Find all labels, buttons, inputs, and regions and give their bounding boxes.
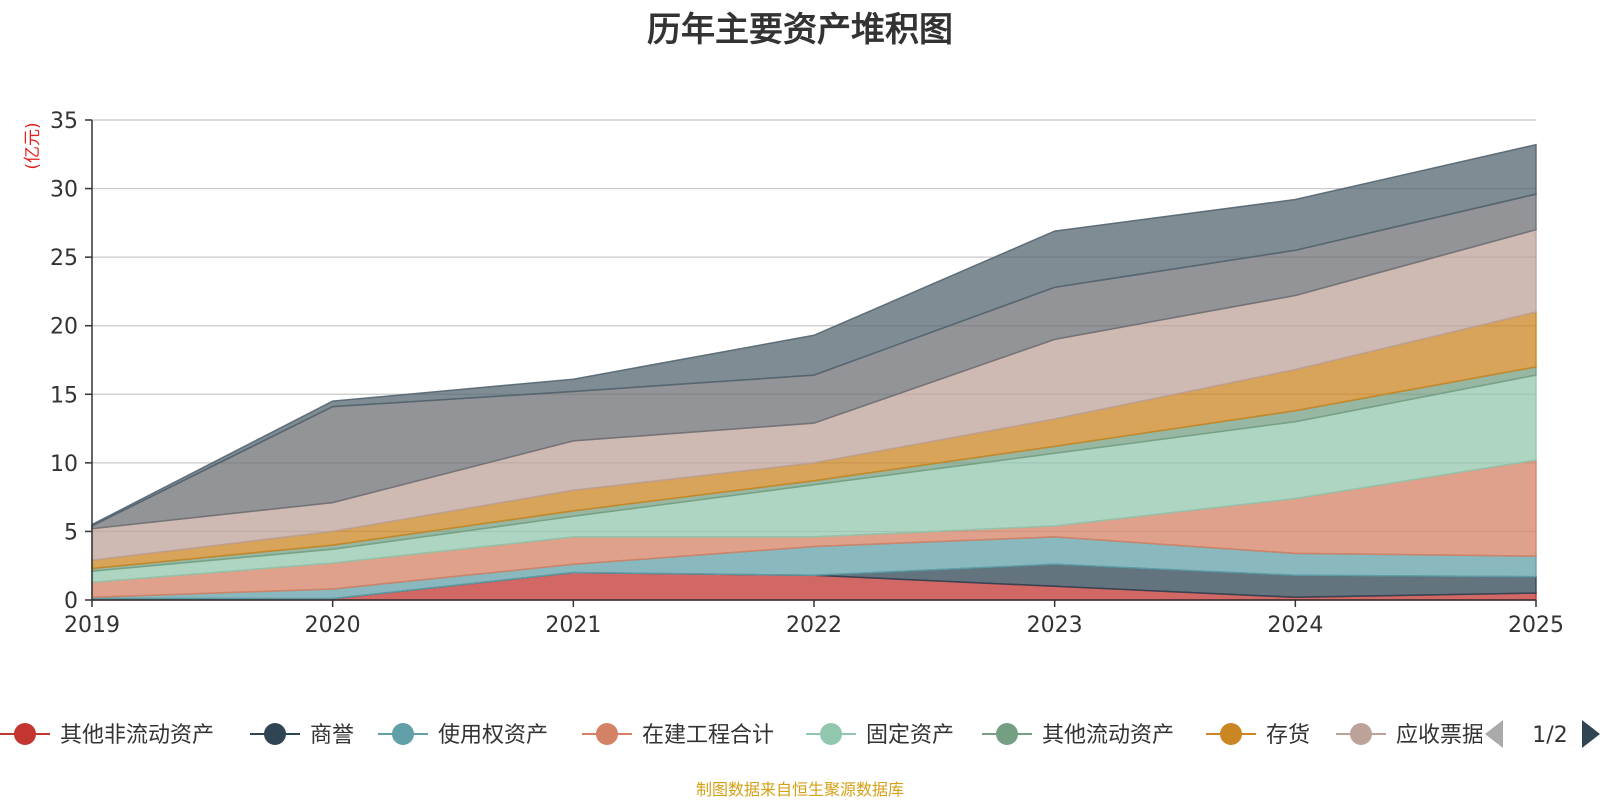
x-tick-label: 2022: [786, 613, 842, 638]
chart-title: 历年主要资产堆积图: [647, 10, 953, 50]
legend-label: 其他非流动资产: [60, 723, 214, 748]
area-series-9: [91, 143, 1537, 528]
data-source-note: 制图数据来自恒生聚源数据库: [695, 780, 904, 799]
legend-items: 其他非流动资产 商誉 使用权资产 在建工程合计 固定资产 其他流动资产 存货 应收票据: [0, 723, 1484, 748]
legend-next-arrow-icon[interactable]: [1582, 720, 1600, 748]
legend-label: 应收票据: [1396, 723, 1484, 748]
legend-marker: [392, 723, 414, 745]
legend-label: 使用权资产: [438, 723, 548, 748]
y-tick-label: 30: [50, 178, 78, 203]
y-tick-label: 35: [50, 109, 78, 134]
y-axis-label: (亿元): [23, 122, 43, 169]
legend-label: 固定资产: [866, 723, 954, 748]
y-tick-label: 5: [64, 520, 78, 545]
y-tick-label: 20: [50, 315, 78, 340]
y-tick-label: 25: [50, 246, 78, 271]
legend-label: 其他流动资产: [1042, 723, 1174, 748]
legend-prev-arrow-icon[interactable]: [1485, 720, 1503, 748]
legend-marker: [996, 723, 1018, 745]
legend-marker: [596, 723, 618, 745]
legend-page-indicator: 1/2: [1532, 723, 1567, 748]
legend-label: 存货: [1266, 723, 1310, 748]
legend-marker: [1220, 723, 1242, 745]
area-series: [91, 143, 1537, 601]
x-tick-label: 2025: [1508, 613, 1564, 638]
y-tick-label: 15: [50, 383, 78, 408]
y-tick-label: 0: [64, 589, 78, 614]
x-tick-label: 2021: [545, 613, 601, 638]
legend-marker: [264, 723, 286, 745]
x-tick-label: 2020: [305, 613, 361, 638]
legend-marker: [1350, 723, 1372, 745]
y-tick-label: 10: [50, 452, 78, 477]
legend-marker: [14, 723, 36, 745]
x-tick-label: 2019: [64, 613, 120, 638]
legend-label: 商誉: [310, 723, 354, 748]
legend-marker: [820, 723, 842, 745]
x-tick-label: 2023: [1027, 613, 1083, 638]
x-tick-label: 2024: [1267, 613, 1323, 638]
legend-label: 在建工程合计: [642, 723, 774, 748]
legend: 其他非流动资产 商誉 使用权资产 在建工程合计 固定资产 其他流动资产 存货 应收票据 1/2: [0, 720, 1600, 748]
